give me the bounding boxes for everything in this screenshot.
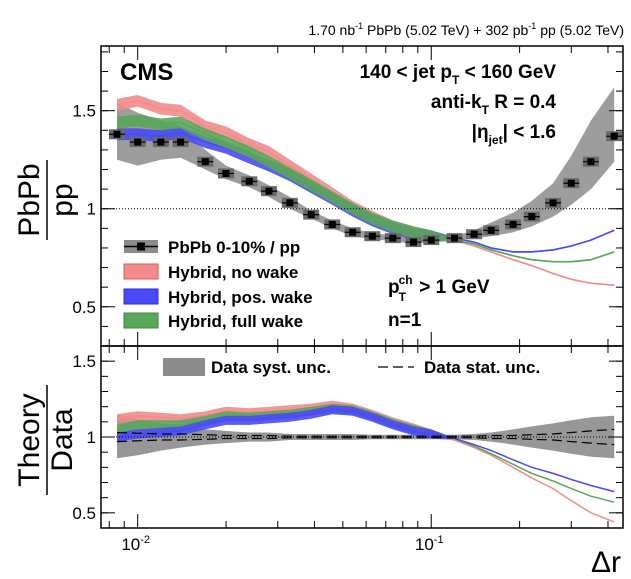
top-panel: 0.5 1 1.5 CMS 140 < jet pT < 160 GeV anti-… — [13, 45, 624, 347]
stat-lower — [116, 437, 615, 446]
algo-label: anti-kT R = 0.4 — [431, 92, 557, 117]
legend-syst: Data syst. unc. — [163, 358, 331, 377]
data-syst-band — [117, 87, 615, 244]
top-ylabel: PbPb pp — [13, 160, 79, 240]
data-point — [368, 232, 376, 240]
data-point — [427, 236, 435, 244]
legend-no-wake: Hybrid, no wake — [123, 263, 298, 282]
top-legend: PbPb 0-10% / pp Hybrid, no wake Hybrid, … — [123, 238, 313, 331]
y-tick-label: 1 — [87, 200, 96, 219]
lumi-header: 1.70 nb-1 PbPb (5.02 TeV) + 302 pb-1 pp … — [308, 21, 624, 38]
ratio-line-hybrid-full-wake — [116, 407, 615, 503]
data-point — [265, 187, 273, 195]
x-axis-label: Δr — [591, 546, 621, 579]
data-point — [610, 132, 618, 140]
data-point — [201, 158, 209, 166]
band-hybrid-full-wake — [117, 114, 615, 263]
legend-pos-wake: Hybrid, pos. wake — [123, 288, 313, 307]
y-tick-label: 0.5 — [72, 298, 96, 317]
stat-upper — [116, 428, 615, 437]
svg-text:Hybrid, no wake: Hybrid, no wake — [168, 263, 298, 282]
data-point — [328, 220, 336, 228]
data-point — [470, 230, 478, 238]
svg-text:PbPb: PbPb — [13, 163, 46, 236]
data-point — [307, 211, 315, 219]
data-point — [349, 228, 357, 236]
cms-label: CMS — [120, 59, 173, 86]
x-tick-label: 10-2 — [121, 534, 150, 554]
data-point — [487, 226, 495, 234]
data-point — [509, 220, 517, 228]
data-point — [134, 138, 142, 146]
data-point — [157, 138, 165, 146]
data-point — [245, 177, 253, 185]
data-point — [528, 213, 536, 221]
bottom-legend: Data syst. unc. Data stat. unc. — [163, 358, 540, 377]
n-label: n=1 — [388, 310, 422, 331]
jet-pt-label: 140 < jet pT < 160 GeV — [360, 62, 557, 87]
svg-text:Data: Data — [46, 408, 79, 472]
y-tick-label: 1.5 — [72, 352, 96, 371]
eta-label: |ηjet| < 1.6 — [472, 122, 556, 147]
legend-stat: Data stat. unc. — [378, 358, 540, 377]
bottom-ylabel: Theory Data — [13, 385, 79, 495]
y-tick-label: 1.5 — [72, 102, 96, 121]
svg-text:Data stat. unc.: Data stat. unc. — [424, 358, 540, 377]
data-point — [222, 169, 230, 177]
y-tick-label: 0.5 — [72, 504, 96, 523]
ratio-line-hybrid-pos-wake — [116, 408, 615, 493]
bottom-panel: 0.5 1 1.5 10-2 10-1 Data syst. unc. Data sta… — [13, 345, 624, 554]
svg-text:pp: pp — [46, 183, 79, 216]
data-point — [389, 234, 397, 242]
data-point — [286, 199, 294, 207]
data-point — [587, 158, 595, 166]
band-hybrid-pos-wake — [117, 126, 615, 253]
svg-text:Hybrid, pos. wake: Hybrid, pos. wake — [168, 288, 313, 307]
data-point — [549, 199, 557, 207]
line-hybrid-full-wake — [116, 119, 615, 263]
legend-data: PbPb 0-10% / pp — [124, 238, 300, 257]
data-point — [177, 138, 185, 146]
svg-text:Theory: Theory — [13, 393, 46, 486]
ptch-label: pch T > 1 GeV — [388, 273, 490, 304]
x-tick-label: 10-1 — [415, 534, 444, 554]
data-point — [113, 130, 121, 138]
data-point — [567, 179, 575, 187]
data-point — [409, 238, 417, 246]
y-tick-label: 1 — [87, 428, 96, 447]
svg-text:Data syst. unc.: Data syst. unc. — [211, 358, 331, 377]
data-point — [450, 234, 458, 242]
svg-text:Hybrid, full wake: Hybrid, full wake — [168, 312, 303, 331]
svg-text:PbPb 0-10% / pp: PbPb 0-10% / pp — [168, 238, 300, 257]
legend-full-wake: Hybrid, full wake — [123, 312, 303, 331]
